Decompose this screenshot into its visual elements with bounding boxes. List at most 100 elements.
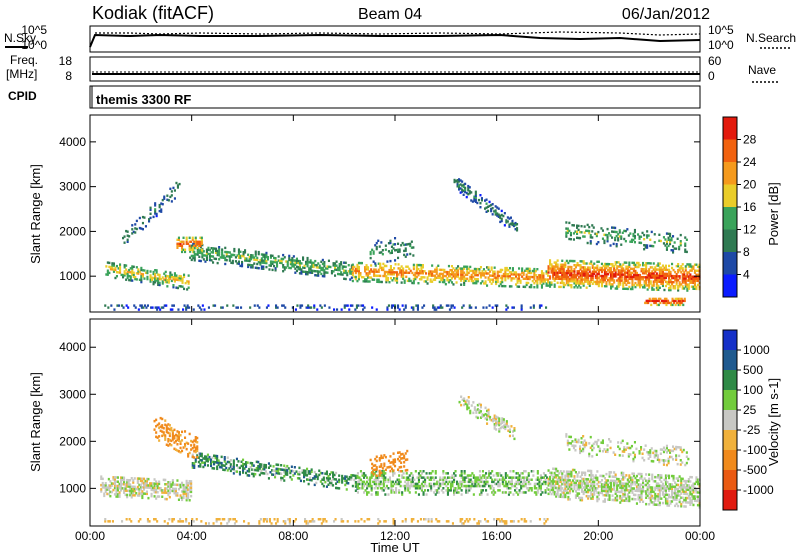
velocity-cell xyxy=(620,490,623,494)
velocity-cell xyxy=(153,490,156,494)
velocity-cell xyxy=(524,476,527,479)
velocity-cell xyxy=(591,497,594,500)
velocity-cell xyxy=(379,482,382,486)
power-cell xyxy=(233,249,236,253)
power-cell xyxy=(376,270,379,273)
velocity-cell xyxy=(185,447,188,451)
power-cell xyxy=(216,261,219,265)
velocity-cell xyxy=(570,481,573,484)
power-cell xyxy=(324,267,327,270)
velocity-cell xyxy=(549,475,552,479)
velocity-cell xyxy=(546,476,549,479)
power-cell xyxy=(417,274,420,277)
power-cell xyxy=(549,277,552,280)
velocity-cell xyxy=(405,484,408,488)
power-cell xyxy=(475,267,478,271)
velocity-cell xyxy=(623,488,626,492)
velocity-cell xyxy=(556,478,559,481)
velocity-cell xyxy=(361,472,364,475)
power-cell xyxy=(549,259,552,262)
power-cell xyxy=(173,276,176,279)
power-cell xyxy=(646,230,649,233)
velocity-cell xyxy=(176,443,179,446)
velocity-cell xyxy=(370,476,373,479)
power-cell xyxy=(657,297,660,301)
power-cell xyxy=(188,240,191,243)
power-cell xyxy=(658,274,661,277)
power-cell xyxy=(302,266,305,269)
velocity-cell xyxy=(414,482,417,486)
velocity-cell xyxy=(229,459,232,462)
power-cell xyxy=(423,270,426,273)
power-cell xyxy=(643,233,646,237)
power-cell xyxy=(146,269,149,273)
power-cell xyxy=(294,263,297,266)
velocity-cell xyxy=(430,472,433,475)
velocity-cell xyxy=(194,446,197,450)
velocity-cell xyxy=(171,489,174,493)
velocity-cell xyxy=(594,476,597,479)
velocity-cell xyxy=(684,492,687,496)
power-cell xyxy=(585,272,588,275)
power-cell xyxy=(683,277,686,280)
power-cell xyxy=(178,274,181,278)
velocity-cell xyxy=(145,484,148,487)
power-cell xyxy=(516,277,519,280)
velocity-cell xyxy=(434,470,437,473)
power-cell xyxy=(360,276,363,279)
power-cell xyxy=(300,268,303,271)
velocity-cell xyxy=(176,494,179,497)
velocity-cell xyxy=(657,493,660,496)
power-cell xyxy=(380,268,383,272)
power-cell xyxy=(249,306,252,309)
power-cell xyxy=(348,308,351,311)
power-cell xyxy=(415,304,418,307)
velocity-cell xyxy=(547,482,550,485)
power-cell xyxy=(344,261,347,264)
velocity-cell xyxy=(514,489,517,492)
power-cell xyxy=(375,308,378,311)
power-cell xyxy=(137,308,140,311)
power-cell xyxy=(403,281,406,284)
power-cell xyxy=(496,276,499,280)
power-cell xyxy=(193,247,196,250)
power-cell xyxy=(357,261,360,265)
power-cell xyxy=(628,261,631,264)
power-cell xyxy=(680,301,683,305)
power-cell xyxy=(200,308,203,311)
power-cell xyxy=(303,270,306,273)
power-cell xyxy=(146,271,149,275)
power-cell xyxy=(269,256,272,259)
power-cell xyxy=(161,282,164,285)
power-cell xyxy=(194,242,197,245)
velocity-cell xyxy=(392,484,395,488)
power-cell xyxy=(684,285,687,288)
power-cell xyxy=(515,271,518,274)
velocity-cell xyxy=(597,480,600,484)
velocity-cell xyxy=(657,484,660,488)
velocity-cell xyxy=(568,498,571,501)
power-cell xyxy=(505,308,508,311)
velocity-cell xyxy=(536,482,539,486)
velocity-cell xyxy=(663,495,666,498)
velocity-cell xyxy=(491,480,494,484)
power-cell xyxy=(594,276,597,280)
power-cell xyxy=(637,263,640,267)
velocity-cell xyxy=(639,487,642,491)
velocity-cell xyxy=(607,487,610,491)
power-cell xyxy=(678,247,681,251)
power-cell xyxy=(457,265,460,268)
velocity-cell xyxy=(602,489,605,493)
power-cell xyxy=(447,279,450,282)
power-cell xyxy=(367,272,370,275)
power-cell xyxy=(520,306,523,309)
power-cell xyxy=(570,271,573,275)
power-cell xyxy=(388,281,391,284)
power-cell xyxy=(291,263,294,266)
velocity-cell xyxy=(559,480,562,484)
power-cell xyxy=(166,285,169,288)
power-cell xyxy=(416,308,419,311)
velocity-cell xyxy=(206,457,209,461)
power-cell xyxy=(632,234,635,238)
velocity-cell xyxy=(590,469,593,473)
